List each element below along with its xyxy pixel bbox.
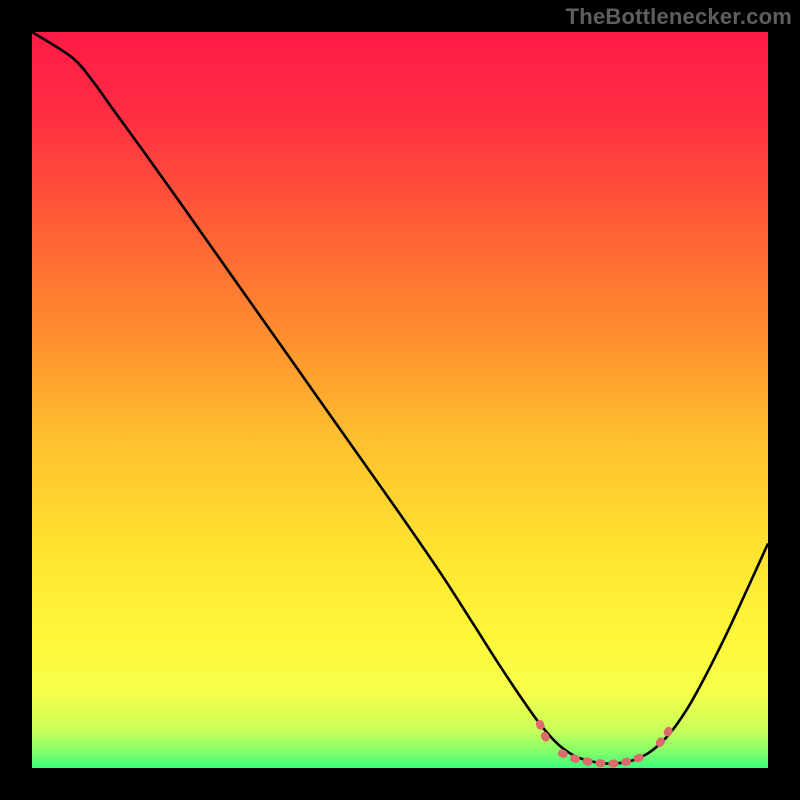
bottleneck-chart [0, 0, 800, 800]
plot-background [32, 32, 768, 768]
watermark-text: TheBottlenecker.com [566, 4, 792, 30]
chart-container: TheBottlenecker.com [0, 0, 800, 800]
